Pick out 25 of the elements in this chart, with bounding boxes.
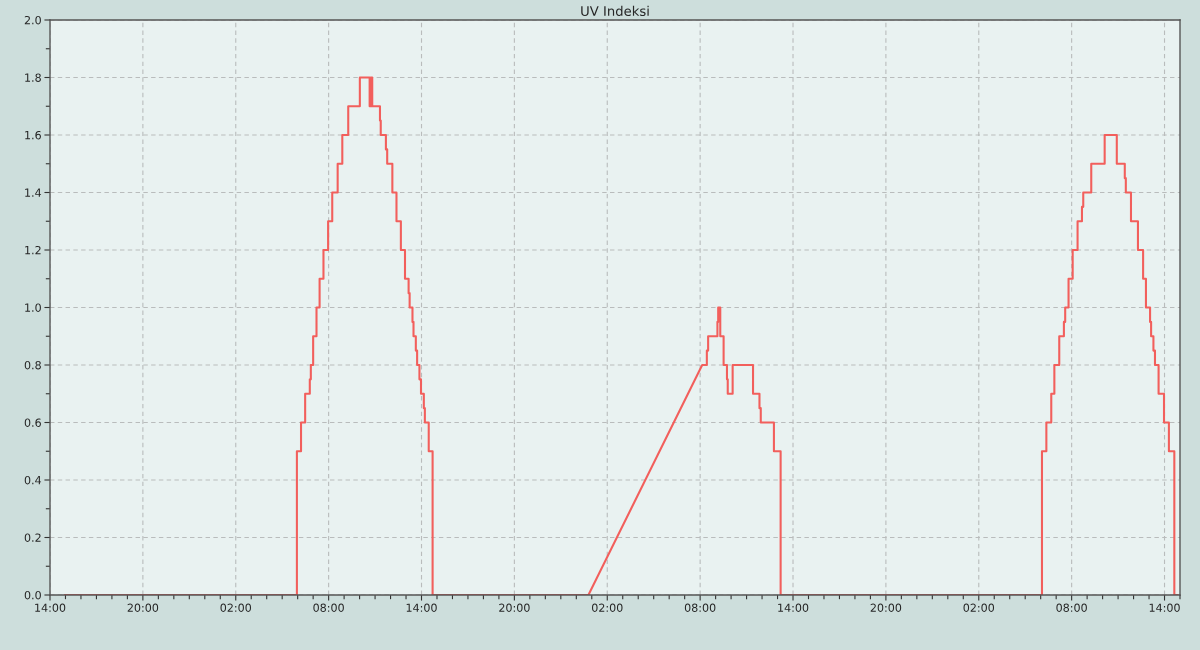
x-tick-label: 08:00 bbox=[1056, 603, 1087, 612]
x-tick-label: 02:00 bbox=[220, 603, 252, 612]
x-tick-label: 14:00 bbox=[35, 603, 66, 612]
y-tick-label: 0.2 bbox=[24, 533, 41, 542]
x-tick-label: 02:00 bbox=[963, 603, 995, 612]
x-tick-label: 14:00 bbox=[778, 603, 809, 612]
x-tick-label: 14:00 bbox=[1149, 603, 1180, 612]
x-tick-label: 02:00 bbox=[591, 603, 623, 612]
chart-title: UV Indeksi bbox=[581, 5, 649, 17]
y-tick-label: 1.2 bbox=[25, 245, 41, 255]
y-tick-label: 2.0 bbox=[24, 15, 41, 25]
y-tick-label: 1.4 bbox=[25, 188, 42, 197]
x-tick-label: 20:00 bbox=[499, 603, 530, 612]
x-tick-label: 20:00 bbox=[127, 603, 159, 612]
y-tick-label: 1.8 bbox=[25, 73, 41, 82]
y-tick-label: 0.6 bbox=[24, 418, 41, 427]
y-tick-label: 1.6 bbox=[25, 130, 41, 140]
y-tick-label: 0.4 bbox=[24, 475, 42, 485]
x-tick-label: 08:00 bbox=[313, 603, 344, 612]
x-tick-label: 08:00 bbox=[684, 603, 716, 612]
y-tick-label: 0.8 bbox=[24, 360, 41, 370]
y-tick-label: 1.0 bbox=[25, 303, 41, 312]
y-tick-label: 0.0 bbox=[24, 590, 41, 600]
x-tick-label: 14:00 bbox=[406, 603, 437, 612]
x-tick-label: 20:00 bbox=[870, 603, 902, 612]
